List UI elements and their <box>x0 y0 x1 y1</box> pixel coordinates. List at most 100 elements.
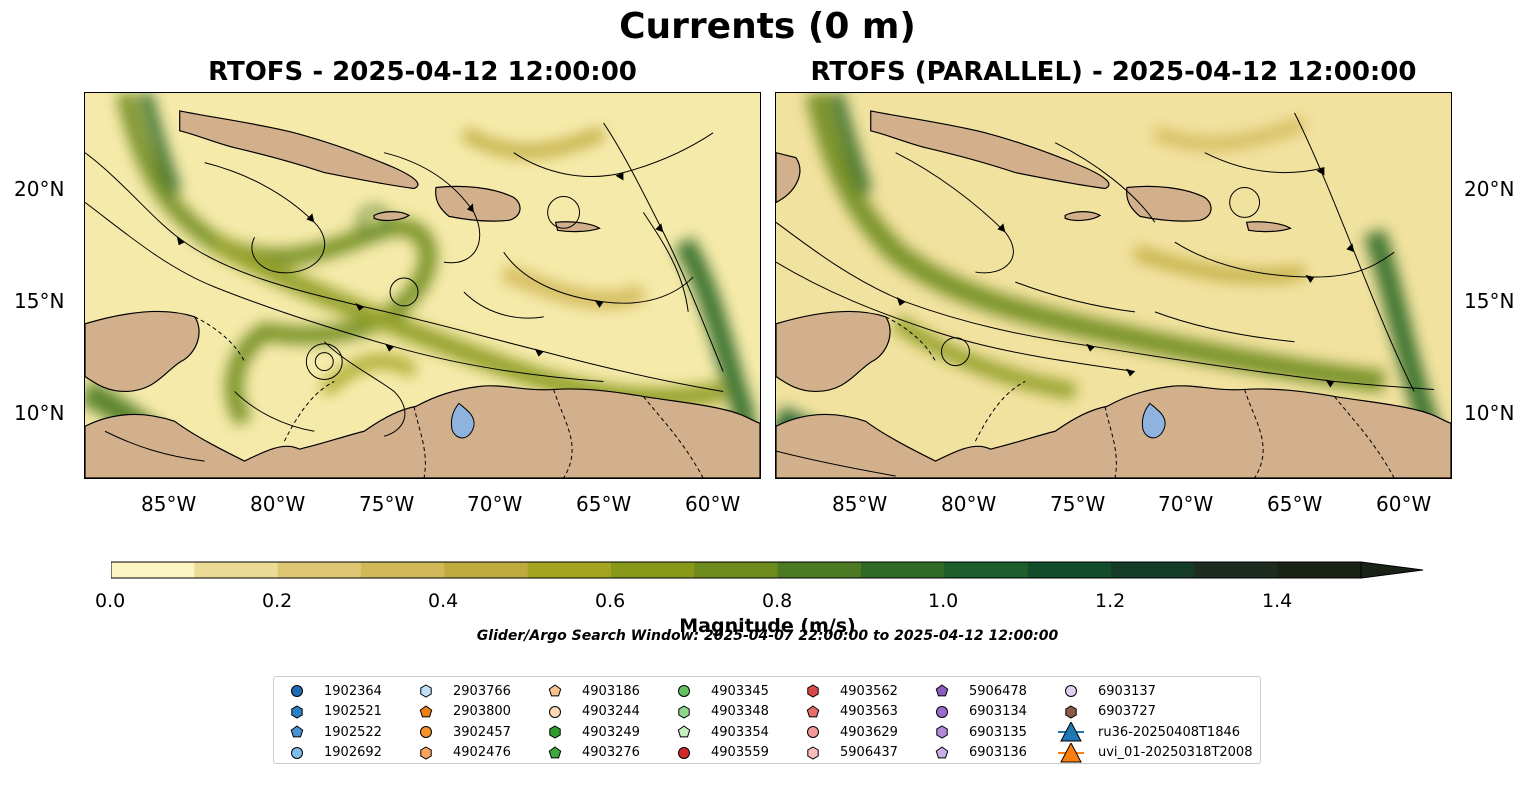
colorbar-outline <box>110 561 1361 579</box>
streamlines <box>85 122 724 462</box>
colorbar-tick-label: 0.6 <box>595 590 626 612</box>
x-tick-label: 80°W <box>250 492 306 516</box>
colorbar-bin <box>361 562 445 578</box>
legend-marker <box>291 746 303 759</box>
x-tick-label: 70°W <box>1158 492 1214 516</box>
legend-marker <box>1058 722 1084 742</box>
x-tick-label: 85°W <box>141 492 197 516</box>
legend-marker <box>1065 705 1077 719</box>
legend-marker <box>678 746 690 759</box>
colorbar-bin <box>111 562 195 578</box>
legend-item: 6903136 <box>929 743 1027 764</box>
x-tick-label: 60°W <box>1376 492 1432 516</box>
legend-item: 6903135 <box>929 722 1027 743</box>
legend-item: 4903186 <box>542 681 640 702</box>
colorbar-bin <box>1194 562 1279 578</box>
legend-marker <box>420 726 432 739</box>
colorbar-tick-label: 1.0 <box>928 590 959 612</box>
legend-marker <box>935 684 949 697</box>
colorbar-bin <box>694 562 779 578</box>
legend-marker <box>677 725 691 738</box>
y-tick-label: 10°N <box>1464 401 1515 425</box>
legend-item: 4903348 <box>671 702 769 723</box>
legend-marker <box>806 705 820 718</box>
legend-item: 4902476 <box>413 743 511 764</box>
x-tick-label: 65°W <box>576 492 632 516</box>
colorbar-gradient <box>110 561 1424 579</box>
colorbar-tick-label: 1.4 <box>1262 590 1293 612</box>
legend-item: 4903562 <box>800 681 898 702</box>
legend-item: 3902457 <box>413 722 511 743</box>
legend-item: 6903137 <box>1058 681 1252 702</box>
land-masses <box>776 110 1451 478</box>
legend-marker <box>291 685 303 698</box>
legend-marker <box>1065 685 1077 698</box>
legend-item: 6903134 <box>929 702 1027 723</box>
x-tick-label: 75°W <box>1050 492 1106 516</box>
legend-marker <box>549 705 561 718</box>
colorbar-tick-label: 0.4 <box>428 590 459 612</box>
current-field-rtofs-parallel <box>776 93 1451 478</box>
colorbar-tick-label: 0.8 <box>762 590 793 612</box>
legend-item: 4903354 <box>671 722 769 743</box>
colorbar-bin <box>1111 562 1195 578</box>
legend-item: ru36-20250408T1846 <box>1058 722 1252 743</box>
colorbar-bin <box>527 562 612 578</box>
legend-marker <box>420 746 432 760</box>
y-tick-label: 10°N <box>14 401 65 425</box>
lake-maracaibo <box>1141 402 1166 439</box>
panel-title-rtofs: RTOFS - 2025-04-12 12:00:00 <box>208 57 637 87</box>
legend-marker <box>291 705 303 719</box>
colorbar <box>110 561 1427 585</box>
colorbar-bin <box>444 562 529 578</box>
legend-item: 4903559 <box>671 743 769 764</box>
legend-marker <box>678 685 690 698</box>
legend-item: 4903244 <box>542 702 640 723</box>
lake-maracaibo <box>450 402 475 439</box>
y-tick-label: 20°N <box>1464 177 1515 201</box>
legend-item: 6903727 <box>1058 702 1252 723</box>
streamline-arrows <box>896 167 1355 388</box>
legend-marker <box>419 705 433 718</box>
legend-item: 4903249 <box>542 722 640 743</box>
streamline-arrows <box>176 172 664 357</box>
colorbar-bin <box>1277 562 1362 578</box>
legend-marker <box>420 684 432 698</box>
search-window-text: Glider/Argo Search Window: 2025-04-07 22… <box>476 628 1059 644</box>
y-tick-label: 20°N <box>14 177 65 201</box>
x-tick-label: 80°W <box>941 492 997 516</box>
legend-marker <box>678 705 690 719</box>
legend-item: 2903800 <box>413 702 511 723</box>
legend-marker <box>548 684 562 697</box>
borders <box>885 316 1395 478</box>
legend-item: 2903766 <box>413 681 511 702</box>
legend-marker <box>807 684 819 698</box>
colorbar-bin <box>611 562 695 578</box>
legend-item: 5906437 <box>800 743 898 764</box>
legend-item: 5906478 <box>929 681 1027 702</box>
colorbar-bin <box>1027 562 1112 578</box>
map-panel-rtofs <box>84 92 761 479</box>
legend: 1902364 1902521 1902522 1902692 2903766 … <box>273 676 1261 764</box>
x-tick-label: 65°W <box>1267 492 1323 516</box>
colorbar-tick-label: 0.2 <box>262 590 293 612</box>
legend-marker <box>549 725 561 739</box>
land-masses <box>85 110 760 478</box>
panel-title-rtofs-parallel: RTOFS (PARALLEL) - 2025-04-12 12:00:00 <box>810 57 1417 87</box>
legend-item: 1902692 <box>284 743 382 764</box>
colorbar-bin <box>944 562 1029 578</box>
map-panel-rtofs-parallel <box>775 92 1452 479</box>
colorbar-bin <box>277 562 362 578</box>
colorbar-tick-label: 1.2 <box>1095 590 1126 612</box>
current-field-rtofs <box>85 93 760 478</box>
legend-marker <box>1058 742 1084 763</box>
figure-title: Currents (0 m) <box>619 6 916 47</box>
legend-item: 4903276 <box>542 743 640 764</box>
legend-marker <box>936 725 948 739</box>
legend-marker <box>548 746 562 759</box>
legend-marker <box>936 705 948 718</box>
legend-marker <box>935 746 949 759</box>
legend-item: 4903345 <box>671 681 769 702</box>
legend-marker <box>290 725 304 738</box>
colorbar-tick-label: 0.0 <box>95 590 126 612</box>
